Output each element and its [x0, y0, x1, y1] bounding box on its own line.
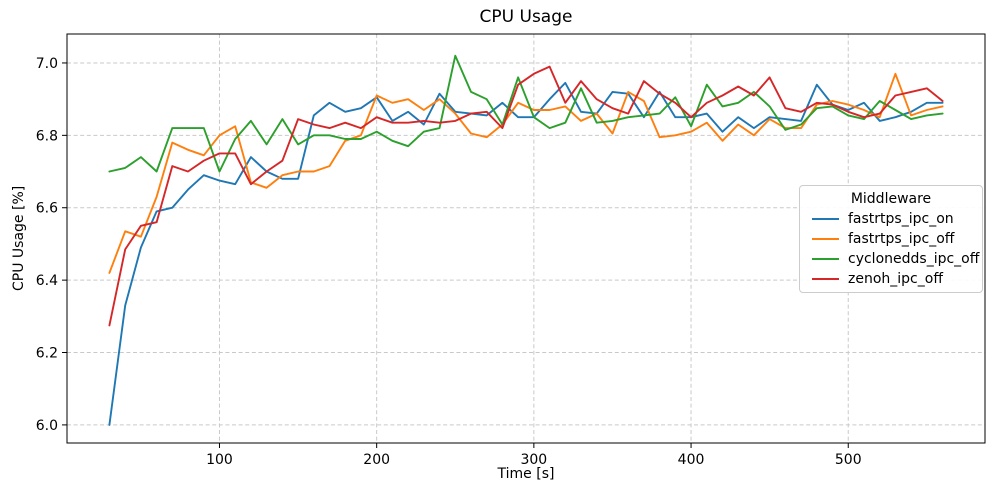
legend-label: zenoh_ipc_off — [848, 271, 943, 287]
legend-entry: zenoh_ipc_off — [806, 271, 976, 287]
legend-label: cyclonedds_ipc_off — [848, 251, 980, 267]
legend-entry: fastrtps_ipc_on — [806, 211, 976, 227]
legend-swatch-zenoh_ipc_off — [812, 277, 839, 281]
legend-label: fastrtps_ipc_off — [848, 231, 955, 247]
y-tick-label: 6.0 — [36, 418, 58, 434]
legend: Middleware fastrtps_ipc_on fastrtps_ipc_o… — [799, 185, 983, 293]
series-line-fastrtps_ipc_off — [108, 72, 944, 274]
x-tick-label: 400 — [678, 452, 705, 468]
series-line-zenoh_ipc_off — [108, 65, 944, 327]
legend-entry: fastrtps_ipc_off — [806, 231, 976, 247]
y-axis-label: CPU Usage [%] — [11, 185, 27, 292]
y-tick-label: 6.4 — [36, 273, 58, 289]
x-axis-label: Time [s] — [497, 466, 555, 482]
y-tick-label: 7.0 — [36, 56, 58, 72]
legend-title: Middleware — [850, 191, 932, 207]
y-tick-label: 6.2 — [36, 346, 58, 362]
series-line-fastrtps_ipc_on — [108, 81, 944, 426]
legend-swatch-cyclonedds_ipc_off — [812, 257, 839, 261]
legend-label: fastrtps_ipc_on — [848, 211, 954, 227]
chart-title: CPU Usage — [479, 7, 573, 27]
legend-swatch-fastrtps_ipc_on — [812, 217, 839, 221]
y-tick-label: 6.6 — [36, 201, 58, 217]
y-tick-label: 6.8 — [36, 128, 58, 144]
x-tick-label: 500 — [835, 452, 862, 468]
x-tick-label: 300 — [520, 452, 547, 468]
legend-swatch-fastrtps_ipc_off — [812, 237, 839, 241]
x-tick-label: 100 — [206, 452, 233, 468]
legend-entry: cyclonedds_ipc_off — [806, 251, 980, 267]
series-line-cyclonedds_ipc_off — [108, 54, 944, 173]
axes-frame — [66, 33, 986, 444]
x-tick-label: 200 — [363, 452, 390, 468]
